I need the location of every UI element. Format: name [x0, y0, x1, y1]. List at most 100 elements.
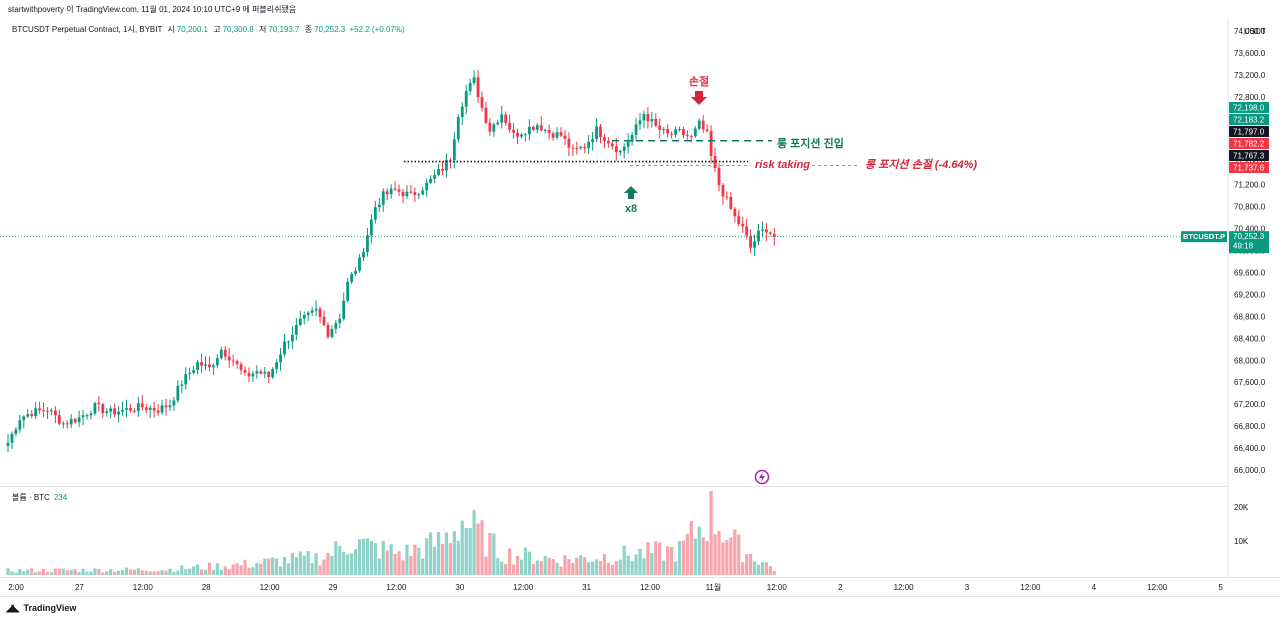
candle: [413, 187, 417, 202]
candle: [757, 224, 760, 246]
tradingview-brand: TradingView: [23, 603, 77, 613]
candle: [10, 431, 14, 449]
volume-bar: [598, 561, 603, 575]
volume-bar: [468, 528, 472, 575]
candle: [129, 403, 132, 413]
candle: [701, 115, 705, 133]
candle: [22, 415, 26, 429]
candle: [133, 408, 136, 414]
stop-loss-marker[interactable]: 손절: [689, 75, 709, 105]
volume-bar: [693, 538, 697, 575]
svg-text:71,737.6: 71,737.6: [1233, 164, 1265, 173]
candle: [148, 405, 152, 419]
candle: [603, 133, 606, 149]
candle: [484, 101, 488, 125]
volume-bar: [756, 564, 761, 575]
volume-bar: [448, 543, 452, 575]
volume-bar: [745, 554, 749, 575]
volume-bar: [211, 569, 215, 575]
candle: [496, 119, 500, 126]
time-tick-label: 12:00: [133, 583, 154, 592]
candle: [689, 134, 693, 143]
candle: [389, 184, 393, 199]
volume-bar: [677, 541, 682, 575]
price-label: 71,797.0: [1229, 126, 1269, 137]
candle: [168, 399, 172, 411]
candle: [622, 143, 626, 159]
volume-bar: [472, 510, 476, 575]
volume-bar: [144, 570, 148, 575]
volume-bar: [199, 569, 204, 575]
volume-bar: [30, 568, 34, 575]
time-axis[interactable]: 2:00 27 12:00 28 12:00 29 12:00 30 12:00 31 12:00 1…: [8, 582, 1223, 592]
candle: [14, 427, 18, 437]
candle: [259, 369, 263, 375]
volume-legend: 볼륨 · BTC 234: [12, 492, 67, 503]
candle: [330, 325, 334, 339]
last-price-label[interactable]: BTCUSDT.P 70,252.3 49:18: [1181, 231, 1269, 254]
candle: [358, 253, 361, 273]
candle: [393, 180, 397, 192]
candlesticks: [6, 70, 776, 453]
time-tick-label: 11월: [706, 582, 722, 592]
volume-bar: [22, 571, 26, 575]
candle: [77, 410, 81, 427]
volume-bar: [488, 532, 492, 575]
volume-bar: [219, 569, 223, 575]
candle: [50, 408, 53, 416]
candle: [753, 234, 756, 256]
volume-bar: [476, 523, 480, 575]
candle: [239, 361, 243, 375]
volume-bar: [670, 546, 674, 575]
time-tick-label: 12:00: [894, 583, 915, 592]
candle: [610, 140, 614, 150]
candle: [271, 367, 275, 379]
down-arrow-icon: [691, 91, 707, 105]
volume-bar: [34, 572, 38, 575]
volume-bar: [342, 551, 346, 575]
currency-label[interactable]: USDT: [1244, 27, 1266, 36]
candle: [310, 306, 314, 316]
price-tick-label: 68,800.0: [1234, 312, 1266, 321]
price-tick-label: 73,600.0: [1234, 49, 1266, 58]
candle: [109, 405, 113, 419]
volume-bar: [752, 561, 757, 575]
candle: [152, 401, 156, 418]
volume-bar: [369, 540, 373, 575]
candle: [452, 132, 456, 169]
tradingview-footer[interactable]: ◢◣ TradingView: [6, 603, 76, 614]
candle: [599, 123, 602, 144]
price-tick-label: 66,000.0: [1234, 466, 1266, 475]
volume-bar: [725, 540, 729, 575]
price-tick-label: 69,200.0: [1234, 290, 1266, 299]
candle: [476, 70, 480, 103]
svg-text:72,183.2: 72,183.2: [1233, 116, 1265, 125]
candle: [555, 127, 559, 140]
lightning-icon[interactable]: [754, 469, 770, 485]
drawing-lines[interactable]: [0, 139, 1180, 238]
candle: [768, 231, 772, 236]
candle: [741, 216, 745, 233]
candle: [200, 353, 203, 373]
candle: [417, 192, 421, 200]
candle: [302, 311, 306, 325]
volume-bar: [436, 532, 441, 575]
time-tick-label: 30: [455, 583, 464, 592]
price-label: 71,782.2: [1229, 138, 1269, 149]
candle: [456, 114, 460, 143]
price-labels: 72,198.0 72,183.2 71,797.0 71,782.2 71,767.3…: [1229, 102, 1269, 173]
time-tick-label: 31: [582, 583, 591, 592]
candle: [595, 118, 598, 142]
volume-bar: [527, 551, 531, 575]
svg-text:71,767.3: 71,767.3: [1233, 152, 1265, 161]
low-label: 저: [258, 25, 267, 34]
candle: [54, 406, 57, 424]
candle: [674, 126, 677, 138]
candle: [121, 401, 124, 416]
volume-bar: [614, 561, 618, 575]
volume-bar: [673, 561, 678, 575]
volume-bar: [701, 537, 705, 575]
candle: [196, 359, 199, 375]
leverage-marker[interactable]: x8: [624, 186, 638, 215]
